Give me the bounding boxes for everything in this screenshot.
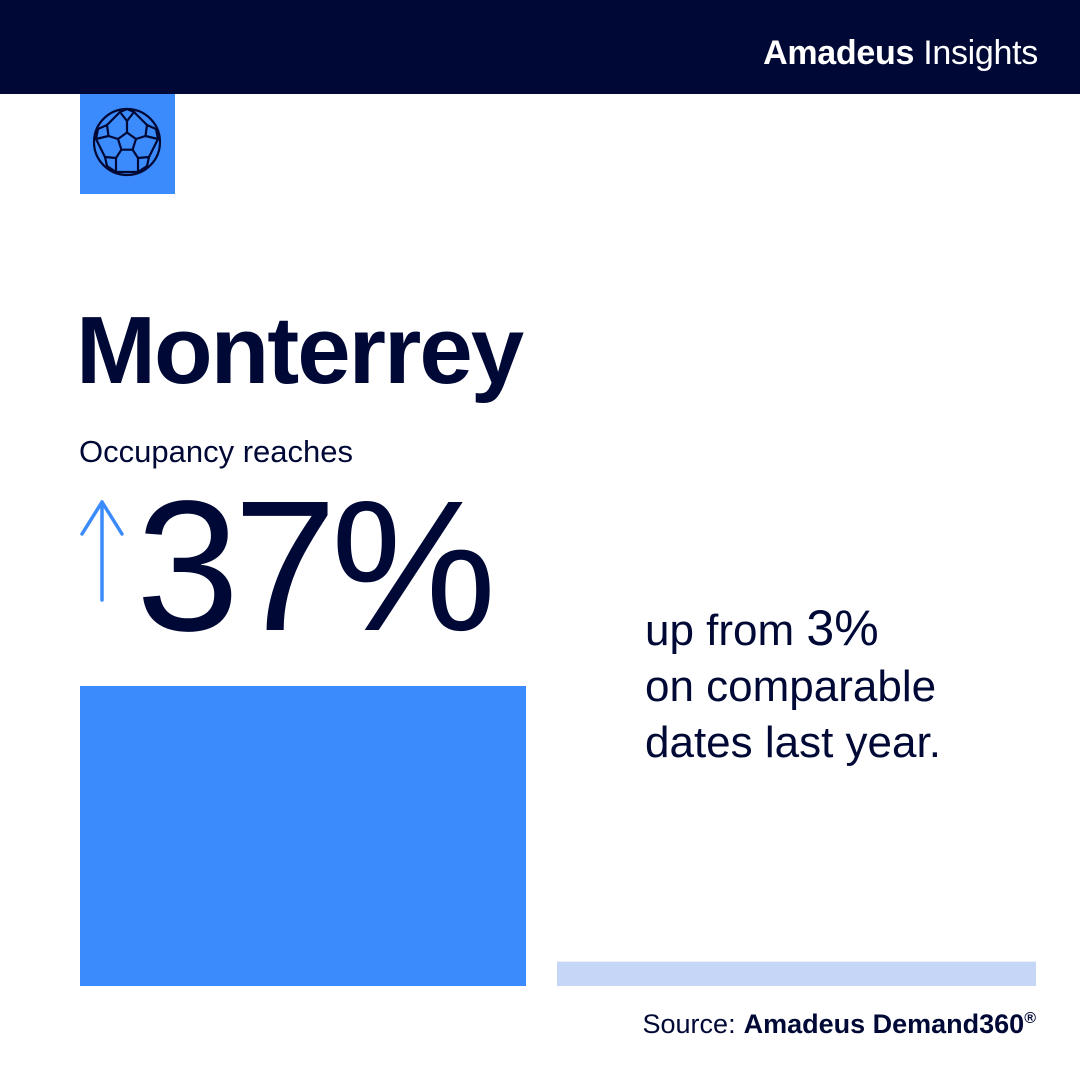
bar-previous-year (557, 961, 1036, 986)
source-name: Amadeus Demand360® (744, 1009, 1036, 1039)
registered-mark: ® (1024, 1010, 1036, 1027)
bar-current-year (80, 686, 526, 986)
top-banner: Amadeus Insights (0, 0, 1080, 94)
source-label: Source: (642, 1009, 736, 1039)
up-arrow-icon (80, 500, 124, 602)
brand-name-bold: Amadeus (763, 34, 915, 72)
current-occupancy-value: 37% (136, 463, 496, 670)
icon-tile (80, 94, 175, 194)
brand-name-light: Insights (923, 34, 1038, 72)
soccer-ball-icon (92, 107, 162, 177)
city-title: Monterrey (76, 297, 524, 404)
source-name-text: Amadeus Demand360 (743, 1009, 1025, 1039)
comparison-text: up from 3% on comparable dates last year… (645, 600, 941, 771)
metric-label: Occupancy reaches (79, 434, 353, 469)
comparison-line-1: up from 3% (645, 600, 941, 659)
comparison-line-2: on comparable (645, 662, 937, 711)
comparison-line-3: dates last year. (645, 718, 941, 767)
brand-logo: Amadeus Insights (763, 34, 1038, 73)
previous-occupancy-value: 3% (806, 600, 879, 656)
comparison-prefix: up from (645, 606, 795, 655)
source-line: Source: Amadeus Demand360® (643, 1009, 1036, 1040)
